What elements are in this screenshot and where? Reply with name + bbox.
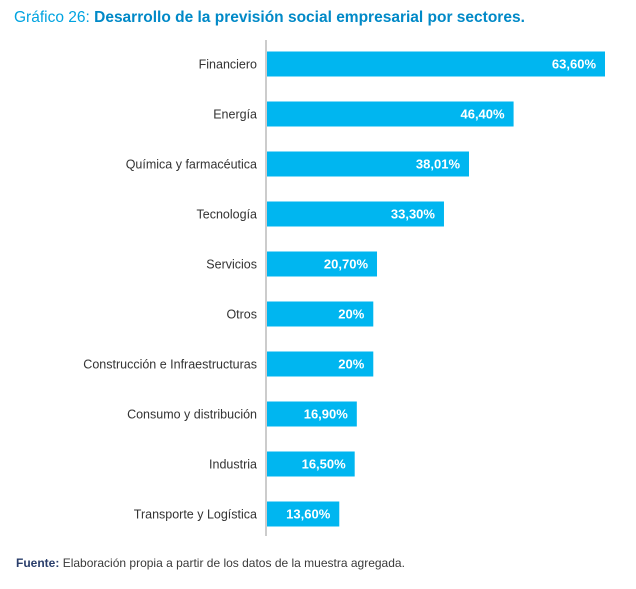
data-label: 16,50% [302, 457, 347, 472]
chart-title: Gráfico 26: Desarrollo de la previsión s… [14, 9, 525, 27]
category-label: Tecnología [197, 208, 258, 222]
chart-title-text: Desarrollo de la previsión social empres… [94, 9, 525, 26]
chart-title-prefix: Gráfico 26: [14, 9, 90, 26]
data-label: 20% [338, 307, 364, 322]
category-label: Financiero [199, 58, 257, 72]
data-label: 33,30% [391, 207, 436, 222]
category-label: Construcción e Infraestructuras [83, 358, 257, 372]
bar [267, 51, 605, 77]
data-label: 13,60% [286, 507, 331, 522]
bar-chart: Financiero 63,60% Energía 46,40% Química y f… [83, 40, 605, 536]
bar [267, 201, 444, 227]
bar [267, 501, 340, 527]
category-label: Energía [213, 108, 257, 122]
source-label: Fuente: [16, 556, 60, 570]
bar [267, 451, 355, 477]
category-label: Consumo y distribución [127, 408, 257, 422]
source-note: Fuente: Elaboración propia a partir de l… [16, 556, 405, 570]
bar [267, 151, 470, 177]
category-label: Servicios [206, 258, 257, 272]
data-label: 16,90% [304, 407, 349, 422]
data-label: 46,40% [460, 107, 505, 122]
source-text: Elaboración propia a partir de los datos… [62, 556, 405, 570]
data-label: 63,60% [552, 57, 597, 72]
category-label: Química y farmacéutica [126, 158, 257, 172]
data-label: 38,01% [416, 157, 461, 172]
data-label: 20,70% [324, 257, 369, 272]
bar [267, 101, 514, 127]
category-label: Industria [209, 458, 257, 472]
bar [267, 301, 374, 327]
category-label: Otros [226, 308, 257, 322]
bar [267, 351, 374, 377]
data-label: 20% [338, 357, 364, 372]
bar [267, 401, 357, 427]
category-label: Transporte y Logística [134, 508, 257, 522]
bar [267, 251, 378, 277]
